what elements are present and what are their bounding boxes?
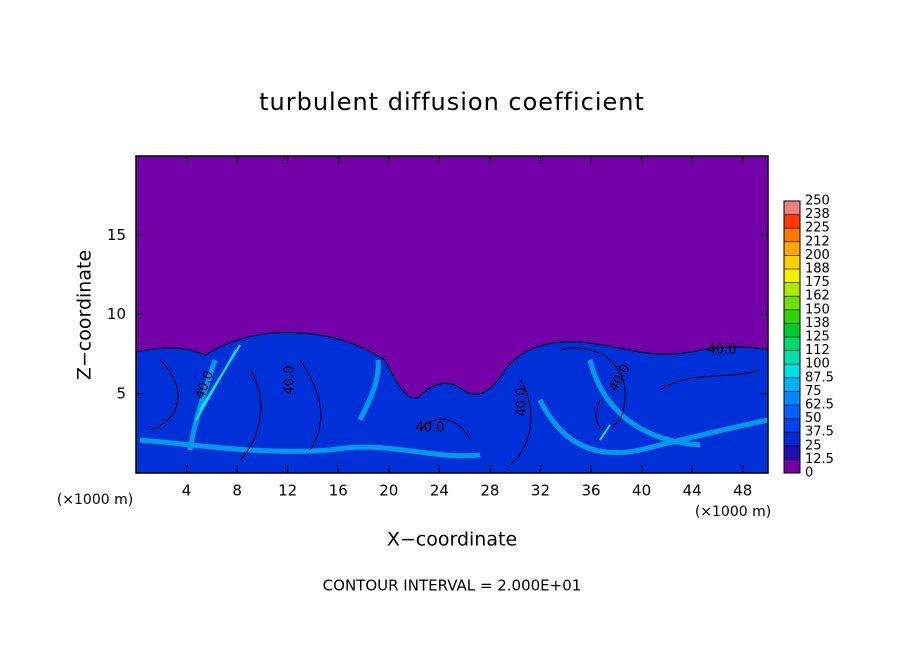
colorbar-band [784, 201, 800, 215]
field-streak [149, 347, 761, 466]
x-tick-label: 12 [278, 482, 297, 500]
field-region [136, 331, 768, 473]
colorbar-label: 175 [805, 275, 830, 290]
colorbar-label: 138 [805, 316, 830, 331]
colorbar-label: 50 [805, 411, 822, 426]
x-tick-label: 4 [182, 482, 192, 500]
x-tick-label: 40 [632, 482, 651, 500]
x-axis-label: X−coordinate [387, 529, 517, 551]
colorbar-label: 62.5 [805, 398, 834, 413]
colorbar-label: 200 [805, 248, 830, 263]
colorbar-label: 162 [805, 289, 830, 304]
colorbar-band [784, 377, 800, 392]
field-streak [195, 344, 611, 441]
x-unit-label: (×1000 m) [695, 504, 771, 520]
colorbar-band [784, 282, 800, 297]
colorbar-band [784, 418, 800, 433]
colorbar-band [784, 337, 800, 351]
contour-label: 40.0 [708, 343, 737, 358]
colorbar-label: 225 [805, 221, 830, 236]
chart-title: turbulent diffusion coefficient [259, 88, 645, 116]
colorbar-label: 188 [805, 262, 830, 277]
colorbar-band [784, 214, 800, 229]
field-streak [139, 359, 768, 459]
x-unit-label: (×1000 m) [57, 492, 133, 508]
colorbar-band [784, 296, 800, 310]
colorbar-band [784, 241, 800, 256]
colorbar-label: 125 [805, 330, 830, 345]
x-tick-label: 36 [581, 482, 600, 500]
y-tick-label: 15 [107, 226, 126, 244]
contour-label: 40.0 [416, 421, 445, 436]
y-tick-label: 5 [116, 384, 126, 402]
footer-note: CONTOUR INTERVAL = 2.000E+01 [323, 577, 582, 595]
x-tick-label: 32 [531, 482, 550, 500]
colorbar-label: 25 [805, 438, 822, 453]
x-tick-label: 28 [480, 482, 499, 500]
x-tick-label: 48 [733, 482, 752, 500]
x-tick-label: 24 [430, 482, 449, 500]
colorbar-band [784, 364, 800, 378]
colorbar-label: 75 [805, 384, 822, 399]
contour-label: 40.0 [515, 388, 530, 417]
contour-label: 40.0 [283, 366, 298, 395]
colorbar-label: 12.5 [805, 452, 834, 467]
colorbar-label: 112 [805, 343, 830, 358]
colorbar-label: 250 [805, 194, 830, 209]
colorbar-label: 238 [805, 207, 830, 222]
colorbar-band [784, 309, 800, 324]
colorbar-label: 100 [805, 357, 830, 372]
field [136, 156, 768, 473]
x-tick-label: 20 [379, 482, 398, 500]
colorbar-band [784, 405, 800, 419]
x-tick-label: 8 [232, 482, 242, 500]
colorbar-band [784, 459, 800, 473]
colorbar-band [784, 445, 800, 460]
x-tick-label: 16 [329, 482, 348, 500]
colorbar-band [784, 350, 800, 365]
y-tick-label: 10 [107, 305, 126, 323]
colorbar-band [784, 391, 800, 405]
colorbar-band [784, 323, 800, 337]
colorbar-label: 0 [805, 466, 813, 481]
colorbar-band [784, 255, 800, 269]
colorbar-band [784, 269, 800, 283]
colorbar-label: 37.5 [805, 425, 834, 440]
y-axis-label: Z−coordinate [74, 250, 96, 380]
colorbar-band [784, 432, 800, 446]
x-tick-label: 44 [683, 482, 702, 500]
colorbar-label: 212 [805, 234, 830, 249]
colorbar-label: 87.5 [805, 370, 834, 385]
colorbar-band [784, 228, 800, 242]
colorbar-label: 150 [805, 302, 830, 317]
